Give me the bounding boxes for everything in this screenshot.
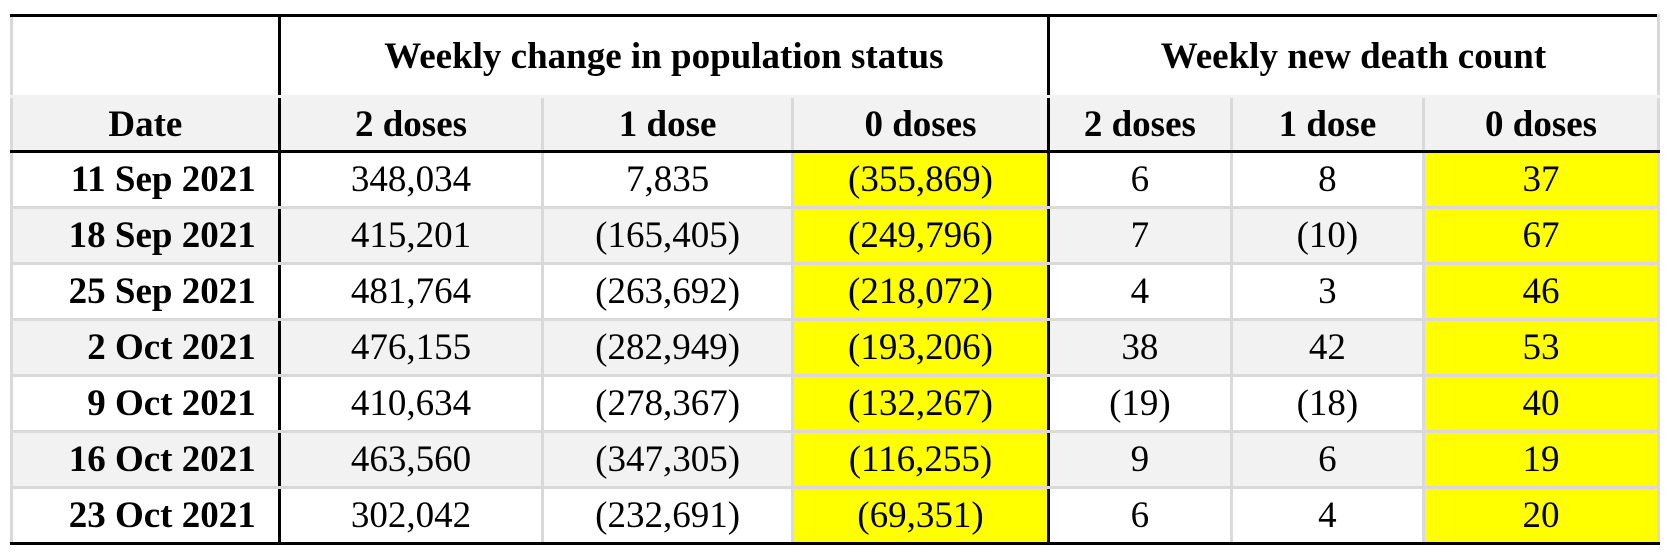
- group-header-row: Weekly change in population status Weekl…: [10, 14, 1660, 98]
- table-row: 2 Oct 2021 476,155 (282,949) (193,206) 3…: [10, 318, 1660, 377]
- table-cell-highlight: (132,267): [790, 374, 1051, 433]
- row-date: 18 Sep 2021: [10, 206, 281, 265]
- table-cell: (282,949): [541, 318, 794, 377]
- table-cell: 7,835: [541, 150, 794, 209]
- table-cell: (18): [1229, 374, 1426, 433]
- table-cell-highlight: 37: [1422, 150, 1660, 209]
- table-cell-highlight: (193,206): [790, 318, 1051, 377]
- table-cell: 463,560: [277, 430, 545, 489]
- table-cell-highlight: (249,796): [790, 206, 1051, 265]
- row-date: 9 Oct 2021: [10, 374, 281, 433]
- table-cell: 302,042: [277, 486, 545, 545]
- table-cell: 38: [1047, 318, 1233, 377]
- empty-corner-cell: [10, 14, 281, 98]
- table-cell: 3: [1229, 262, 1426, 321]
- table-row: 25 Sep 2021 481,764 (263,692) (218,072) …: [10, 262, 1660, 321]
- table-cell: 410,634: [277, 374, 545, 433]
- table-row: 16 Oct 2021 463,560 (347,305) (116,255) …: [10, 430, 1660, 489]
- table-cell: 4: [1047, 262, 1233, 321]
- column-header-death-2-doses: 2 doses: [1047, 95, 1233, 153]
- column-header-death-0-doses: 0 doses: [1422, 95, 1660, 153]
- table-cell: 42: [1229, 318, 1426, 377]
- table-cell: 4: [1229, 486, 1426, 545]
- group-header-deaths: Weekly new death count: [1047, 14, 1660, 98]
- table-cell: (10): [1229, 206, 1426, 265]
- table-row: 9 Oct 2021 410,634 (278,367) (132,267) (…: [10, 374, 1660, 433]
- table-cell-highlight: (69,351): [790, 486, 1051, 545]
- table-cell-highlight: 19: [1422, 430, 1660, 489]
- table-cell-highlight: (218,072): [790, 262, 1051, 321]
- table-cell: (278,367): [541, 374, 794, 433]
- table-cell: 7: [1047, 206, 1233, 265]
- table-row: 18 Sep 2021 415,201 (165,405) (249,796) …: [10, 206, 1660, 265]
- column-header-pop-1-dose: 1 dose: [541, 95, 794, 153]
- table-cell-highlight: (116,255): [790, 430, 1051, 489]
- table-cell: (19): [1047, 374, 1233, 433]
- group-header-population: Weekly change in population status: [277, 14, 1051, 98]
- table-cell: 9: [1047, 430, 1233, 489]
- table-cell-highlight: 20: [1422, 486, 1660, 545]
- table-container: Weekly change in population status Weekl…: [10, 14, 1660, 545]
- table-cell: (165,405): [541, 206, 794, 265]
- table-row: 11 Sep 2021 348,034 7,835 (355,869) 6 8 …: [10, 150, 1660, 209]
- table-cell: 6: [1047, 150, 1233, 209]
- column-header-pop-2-doses: 2 doses: [277, 95, 545, 153]
- table-cell: 8: [1229, 150, 1426, 209]
- table-cell-highlight: 53: [1422, 318, 1660, 377]
- table-cell: (347,305): [541, 430, 794, 489]
- column-header-death-1-dose: 1 dose: [1229, 95, 1426, 153]
- column-header-date: Date: [10, 95, 281, 153]
- row-date: 23 Oct 2021: [10, 486, 281, 545]
- table-cell: (263,692): [541, 262, 794, 321]
- table-cell: 348,034: [277, 150, 545, 209]
- table-cell: (232,691): [541, 486, 794, 545]
- row-date: 2 Oct 2021: [10, 318, 281, 377]
- row-date: 11 Sep 2021: [10, 150, 281, 209]
- table-cell-highlight: 40: [1422, 374, 1660, 433]
- vaccination-death-table: Weekly change in population status Weekl…: [10, 14, 1660, 545]
- table-cell: 476,155: [277, 318, 545, 377]
- table-cell: 6: [1047, 486, 1233, 545]
- column-header-row: Date 2 doses 1 dose 0 doses 2 doses 1 do…: [10, 95, 1660, 153]
- column-header-pop-0-doses: 0 doses: [790, 95, 1051, 153]
- table-cell: 481,764: [277, 262, 545, 321]
- table-cell-highlight: 46: [1422, 262, 1660, 321]
- row-date: 25 Sep 2021: [10, 262, 281, 321]
- table-cell: 415,201: [277, 206, 545, 265]
- table-cell: 6: [1229, 430, 1426, 489]
- row-date: 16 Oct 2021: [10, 430, 281, 489]
- table-cell-highlight: (355,869): [790, 150, 1051, 209]
- table-row: 23 Oct 2021 302,042 (232,691) (69,351) 6…: [10, 486, 1660, 545]
- table-cell-highlight: 67: [1422, 206, 1660, 265]
